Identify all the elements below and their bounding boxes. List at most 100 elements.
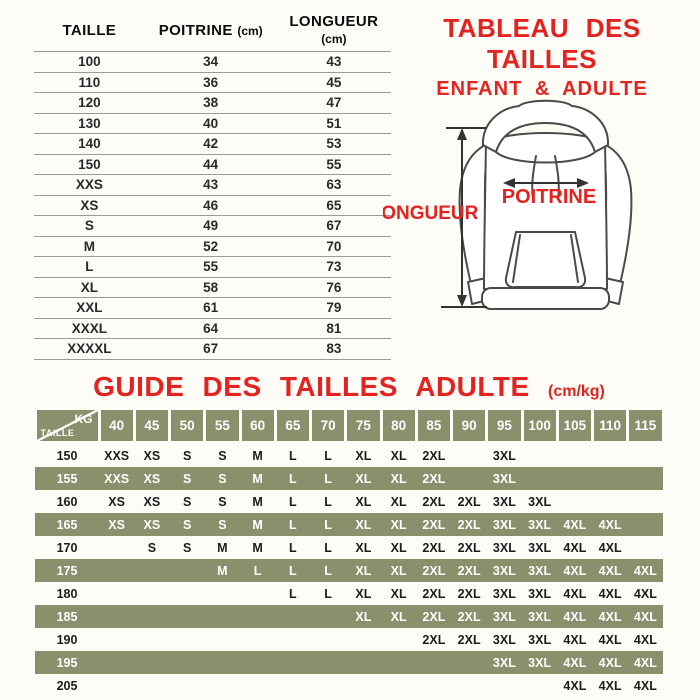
guide-size-cell: XL [355,494,372,509]
size-table-cell: 140 [34,133,145,155]
size-table-cell: 38 [144,92,277,114]
size-table-cell: 43 [276,51,391,73]
guide-weight-header: 100 [523,410,556,441]
guide-size-cell: 3XL [528,494,552,509]
guide-height-label: 180 [56,586,78,601]
guide-size-cell: 3XL [492,609,516,624]
size-column-header-unit: (cm) [237,23,263,38]
guide-size-cell: 4XL [598,632,622,647]
guide-size-cell: L [289,563,297,578]
guide-size-cell: S [218,494,227,509]
guide-row: 170 S S M M L L XL XL 2XL 2XL 3XL 3XL 4XL 4XL [35,536,663,559]
guide-row: 155 XXS XS S S M L L XL XL 2XL 3XL [35,467,663,490]
guide-size-cell: XL [390,609,407,624]
guide-weight-header: 105 [558,410,591,441]
guide-size-cell: S [182,448,192,463]
size-table-row: L 55 73 [34,256,391,278]
size-table-cell: 120 [34,92,145,114]
size-table-cell: M [34,236,145,257]
guide-size-cell: M [252,540,263,555]
size-table-cell: 51 [276,113,391,134]
guide-size-cell: 3XL [492,586,516,601]
guide-size-cell: 2XL [457,494,481,509]
size-table-cell: 42 [144,133,277,155]
size-table-cell: 64 [144,318,277,339]
size-table-row: S 49 67 [34,215,391,237]
size-table-row: 130 40 51 [34,113,391,134]
guide-title: GUIDE DES TAILLES ADULTE (cm/kg) [35,371,663,403]
size-column-header: LONGUEUR (cm) [276,8,391,52]
guide-size-cell: 4XL [563,678,587,693]
guide-size-cell: XL [390,563,407,578]
guide-size-cell: L [324,540,332,555]
size-table-row: XXL 61 79 [34,297,391,319]
size-table-row: 110 36 45 [34,72,391,93]
guide-size-cell: S [218,517,227,532]
guide-size-cell: XS [143,494,161,509]
guide-size-cell: S [182,471,192,486]
size-table-cell: S [34,215,145,237]
size-table-cell: 100 [34,51,145,73]
guide-size-cell: 2XL [457,540,481,555]
size-table-row: 120 38 47 [34,92,391,114]
guide-size-cell: 4XL [598,563,622,578]
guide-size-cell: 3XL [528,655,552,670]
hoodie-pocket [504,231,587,289]
guide-size-cell: L [289,517,297,532]
guide-size-cell: 4XL [563,563,587,578]
guide-size-cell: S [218,471,227,486]
guide-size-cell: L [253,563,262,578]
guide-size-cell: XL [390,540,407,555]
guide-weight-header: 55 [206,410,239,441]
guide-size-cell: M [217,540,228,555]
guide-size-cell: 3XL [492,448,516,463]
guide-size-cell: XXS [104,448,130,463]
guide-size-cell: M [252,494,263,509]
guide-size-cell: XL [390,517,407,532]
size-table-cell: 61 [144,297,277,319]
size-table-cell: XXL [34,297,145,319]
page-title-line2: ENFANT & ADULTE [436,78,648,100]
guide-row: 180 L L XL XL 2XL 2XL 3XL 3XL 4XL 4XL 4XL [35,582,663,605]
guide-size-cell: 2XL [422,586,446,601]
guide-row: 150 XXS XS S S M L L XL XL 2XL 3XL [35,444,663,467]
guide-size-cell: 2XL [457,632,481,647]
guide-size-cell: L [289,540,297,555]
guide-size-cell: XL [355,563,372,578]
guide-size-cell: L [324,517,332,532]
guide-size-cell: 3XL [492,655,516,670]
size-table-row: XXXXL 67 83 [34,338,391,360]
chest-arrow [503,178,589,188]
size-table-row: XXS 43 63 [34,174,391,196]
guide-size-cell: 3XL [492,540,516,555]
guide-size-cell: 2XL [422,494,446,509]
hoodie-pocket-opening-left [512,234,521,283]
guide-size-cell: 4XL [598,678,622,693]
guide-size-cell: L [289,448,297,463]
size-table-cell: 55 [276,154,391,175]
hoodie-hood [481,99,610,153]
guide-size-cell: 4XL [633,586,657,601]
child-adult-size-table: TAILLE POITRINE (cm) LONGUEUR (cm) 100 34 43… [34,8,391,360]
guide-size-cell: M [252,448,263,463]
guide-size-cell: 4XL [563,632,587,647]
guide-row: 175 M L L L XL XL 2XL 2XL 3XL 3XL 4XL 4XL 4XL [35,559,663,582]
size-table-cell: 44 [144,154,277,175]
size-table-cell: 65 [276,195,391,216]
guide-row: 160 XS XS S S M L L XL XL 2XL 2XL 3XL 3XL [35,490,663,513]
size-table-cell: 36 [144,72,277,93]
guide-size-cell: S [182,494,192,509]
page-title-line1: TABLEAU DES TAILLES [443,13,641,74]
guide-size-cell: 2XL [457,609,481,624]
guide-size-cell: XXS [104,471,130,486]
guide-size-cell: 2XL [422,471,446,486]
guide-size-cell: 3XL [492,471,516,486]
hoodie-pocket-opening-right [570,234,579,283]
guide-size-cell: 4XL [563,655,587,670]
guide-title-unit: (cm/kg) [547,383,605,400]
guide-size-cell: 4XL [598,655,622,670]
guide-row: 205 4XL 4XL 4XL [35,674,663,697]
guide-size-cell: 3XL [492,494,516,509]
guide-weight-header: 75 [347,410,380,441]
